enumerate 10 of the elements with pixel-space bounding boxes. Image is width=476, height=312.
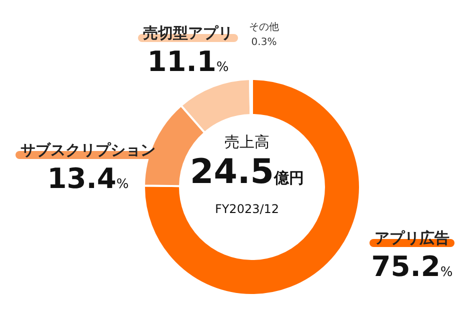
donut-slice (143, 78, 361, 296)
data-label: 75.2% (371, 250, 453, 283)
data-label: 13.4% (47, 162, 129, 195)
slice-label: その他 (249, 21, 279, 33)
text: 24.5億円 (190, 152, 304, 192)
data-label: 0.3% (251, 37, 277, 48)
data-label: 11.1% (147, 45, 229, 78)
text: FY2023/12 (214, 201, 280, 218)
slice-label: 売切型アプリ (143, 24, 233, 42)
text: 売上高 (224, 132, 270, 152)
